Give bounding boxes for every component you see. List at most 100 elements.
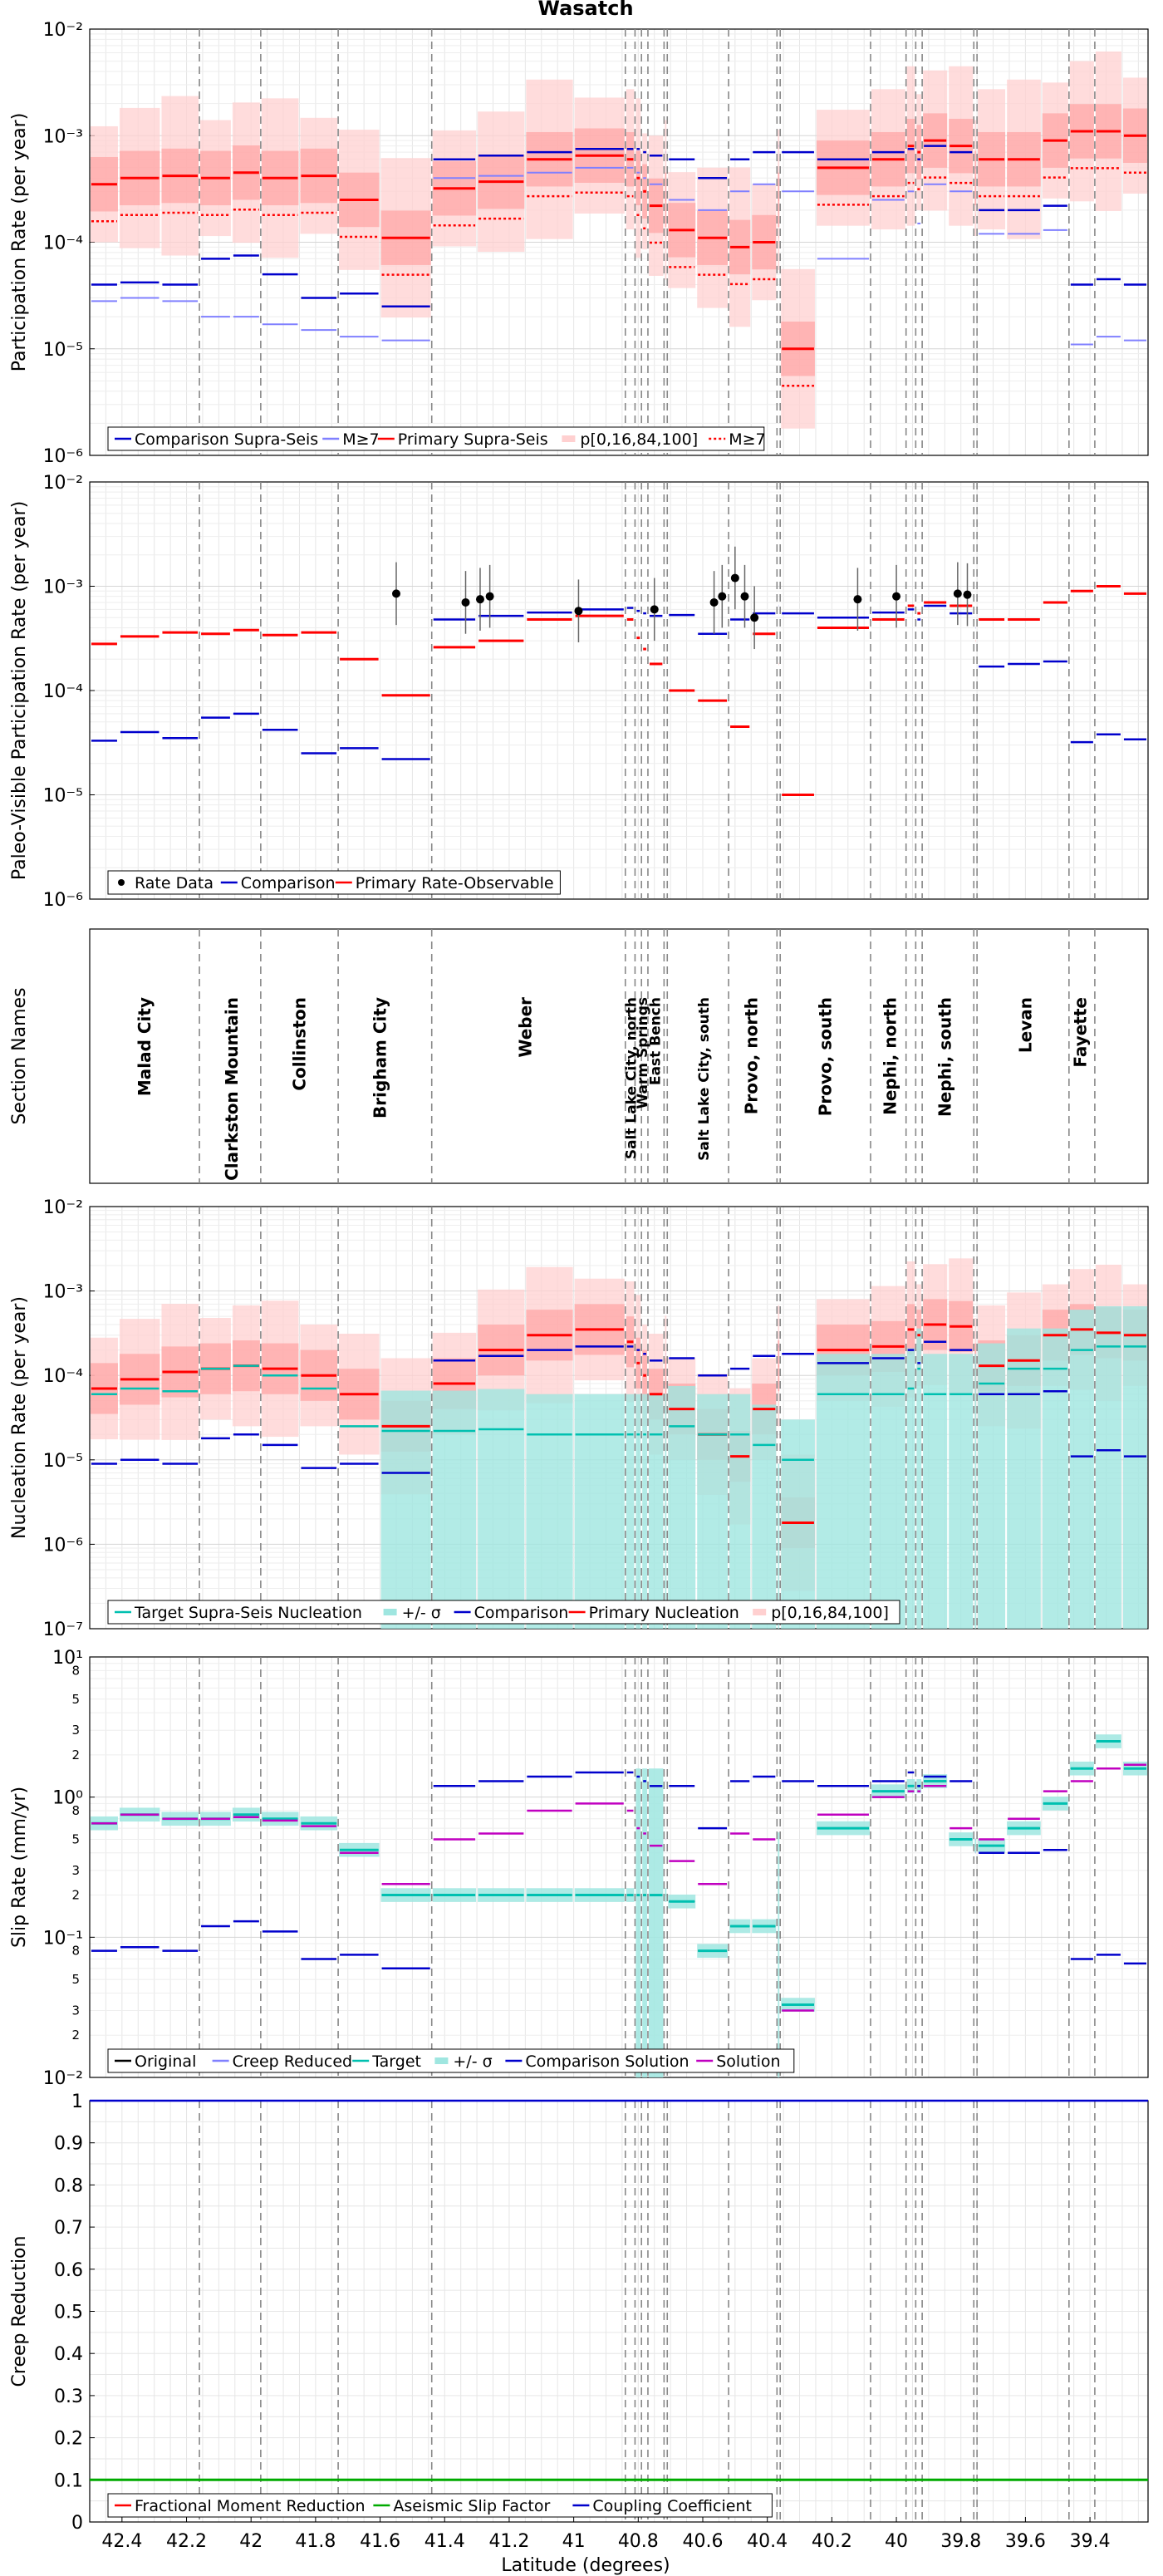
section-name: Warm Springs: [635, 997, 651, 1109]
legend-label: Primary Rate-Observable: [356, 874, 554, 892]
y-tick-label: 10⁻⁴: [43, 681, 84, 702]
paleo-panel: 10⁻⁶ 10⁻⁵ 10⁻⁴ 10⁻³ 10⁻² Paleo-Visible Partic…: [9, 473, 1149, 911]
rate-data-point: [650, 605, 659, 614]
target-sigma-band: [626, 1394, 635, 1629]
target-sigma-band: [923, 1354, 948, 1629]
legend-label: Rate Data: [135, 874, 213, 892]
target-sigma-band: [1069, 1310, 1094, 1629]
target-sigma-band: [668, 1385, 696, 1629]
section-name: Collinston: [289, 997, 309, 1091]
y-tick-label: 10⁻³: [43, 578, 83, 598]
x-tick-label: 41.4: [424, 2531, 465, 2552]
y-tick-label: 0.5: [54, 2303, 83, 2323]
rate-data-point: [963, 590, 972, 599]
legend-label: Primary Nucleation: [589, 1604, 739, 1622]
legend-label: Coupling Coefficient: [592, 2497, 752, 2515]
y-minor-tick-label: 2: [71, 1888, 80, 1903]
y-tick-label: 10⁻²: [43, 2068, 83, 2089]
target-sigma-band: [1095, 1305, 1121, 1629]
creep-panel: 0 0.1 0.2 0.3 0.4 0.5 0.6 0.7 0.8 0.9 1 Creep Reduc…: [9, 2092, 1149, 2552]
x-tick-label: 40.2: [812, 2531, 852, 2552]
y-minor-tick-label: 5: [71, 1692, 80, 1707]
slip-panel: 10⁻² 10⁻¹ 10⁰ 10¹ 2 3 5 8 2 3 5 8 2 3 5 8 Slip Rate (mm/…: [9, 1648, 1149, 2089]
y-tick-label: 0.2: [54, 2429, 83, 2450]
x-tick-label: 42.2: [166, 2531, 207, 2552]
x-tick-label: 41.8: [295, 2531, 336, 2552]
section-name: Provo, south: [816, 997, 836, 1116]
x-tick-label: 39.6: [1005, 2531, 1046, 2552]
y-tick-label: 0.8: [54, 2175, 83, 2196]
legend-label: Comparison Solution: [525, 2052, 689, 2071]
y-tick-label: 10⁻⁶: [43, 1535, 84, 1556]
legend-label: Primary Supra-Seis: [398, 430, 548, 449]
x-axis-label: Latitude (degrees): [501, 2555, 670, 2576]
x-tick-label: 40.6: [682, 2531, 723, 2552]
target-sigma-band: [778, 1463, 780, 1629]
legend-box: [107, 426, 765, 451]
legend-box: [107, 2048, 795, 2073]
y-minor-tick-label: 8: [71, 1944, 80, 1959]
target-sigma-band: [697, 1394, 729, 1629]
target-sigma-band: [729, 1394, 751, 1629]
x-tick-label: 41.2: [488, 2531, 529, 2552]
target-sigma-band: [478, 1389, 525, 1629]
target-sigma-band: [781, 1419, 815, 1629]
legend-label: Comparison: [241, 874, 336, 892]
legend-label: Solution: [716, 2052, 780, 2071]
y-minor-tick-label: 2: [71, 1748, 80, 1762]
y-axis-label: Creep Reduction: [9, 2236, 30, 2387]
target-sigma-band: [1122, 1305, 1147, 1629]
target-sigma-band: [778, 1832, 780, 2077]
section-name: Salt Lake City, north: [624, 997, 640, 1159]
y-tick-label: 10⁻²: [43, 20, 83, 41]
target-sigma-band: [906, 1348, 915, 1629]
legend-label: +/- σ: [453, 2052, 492, 2071]
x-tick-label: 40: [885, 2531, 908, 2552]
target-sigma-band: [974, 1354, 977, 1629]
rate-data-point: [740, 592, 749, 601]
legend-label: Comparison Supra-Seis: [135, 430, 318, 449]
legend-label: Original: [135, 2052, 196, 2071]
target-sigma-band: [574, 1394, 625, 1629]
legend-label: Aseismic Slip Factor: [393, 2497, 550, 2515]
panels: 10⁻⁶ 10⁻⁵ 10⁻⁴ 10⁻³ 10⁻² Participation Rate (…: [9, 20, 1149, 2552]
legend-swatch: [753, 1609, 767, 1615]
legend-label: Creep Reduced: [233, 2052, 352, 2071]
target-sigma-band: [648, 1768, 664, 2077]
y-axis-label: Participation Rate (per year): [9, 113, 30, 372]
y-minor-tick-label: 3: [71, 2003, 80, 2018]
target-sigma-band: [648, 1394, 664, 1629]
y-tick-label: 10⁰: [52, 1788, 83, 1809]
y-tick-label: 0.1: [54, 2470, 83, 2491]
legend-box: [107, 2493, 773, 2518]
rate-data-point: [391, 589, 400, 598]
legend-swatch: [434, 2057, 449, 2064]
y-minor-tick-label: 3: [71, 1723, 80, 1738]
y-tick-label: 10⁻⁵: [43, 786, 83, 807]
x-tick-label: 39.8: [940, 2531, 981, 2552]
target-sigma-band: [916, 1328, 922, 1629]
target-sigma-band: [949, 1354, 974, 1629]
y-tick-label: 10⁻⁵: [43, 1451, 83, 1472]
y-tick-label: 10⁻⁵: [43, 340, 83, 361]
target-sigma-band: [642, 1394, 647, 1629]
y-tick-label: 10⁻²: [43, 473, 83, 494]
target-sigma-band: [752, 1404, 777, 1629]
y-tick-label: 10⁻³: [43, 126, 83, 147]
legend-swatch: [562, 435, 576, 442]
x-tick-label: 41: [562, 2531, 586, 2552]
y-tick-label: 1: [71, 2092, 83, 2112]
y-tick-label: 10⁻⁴: [43, 234, 84, 254]
section-names-panel: Malad City Clarkston Mountain Collinston Br…: [9, 928, 1149, 1184]
x-tick-label: 40.8: [618, 2531, 659, 2552]
y-tick-label: 0.9: [54, 2134, 83, 2155]
legend-label: Target: [371, 2052, 421, 2071]
rate-data-point: [892, 592, 901, 601]
y-tick-label: 10⁻⁶: [43, 446, 84, 467]
y-axis-label: Paleo-Visible Participation Rate (per ye…: [9, 501, 30, 880]
section-name: Weber: [515, 997, 535, 1058]
section-name: Nephi, north: [880, 997, 900, 1115]
y-minor-tick-label: 5: [71, 1972, 80, 1987]
section-name: Fayette: [1070, 997, 1090, 1068]
